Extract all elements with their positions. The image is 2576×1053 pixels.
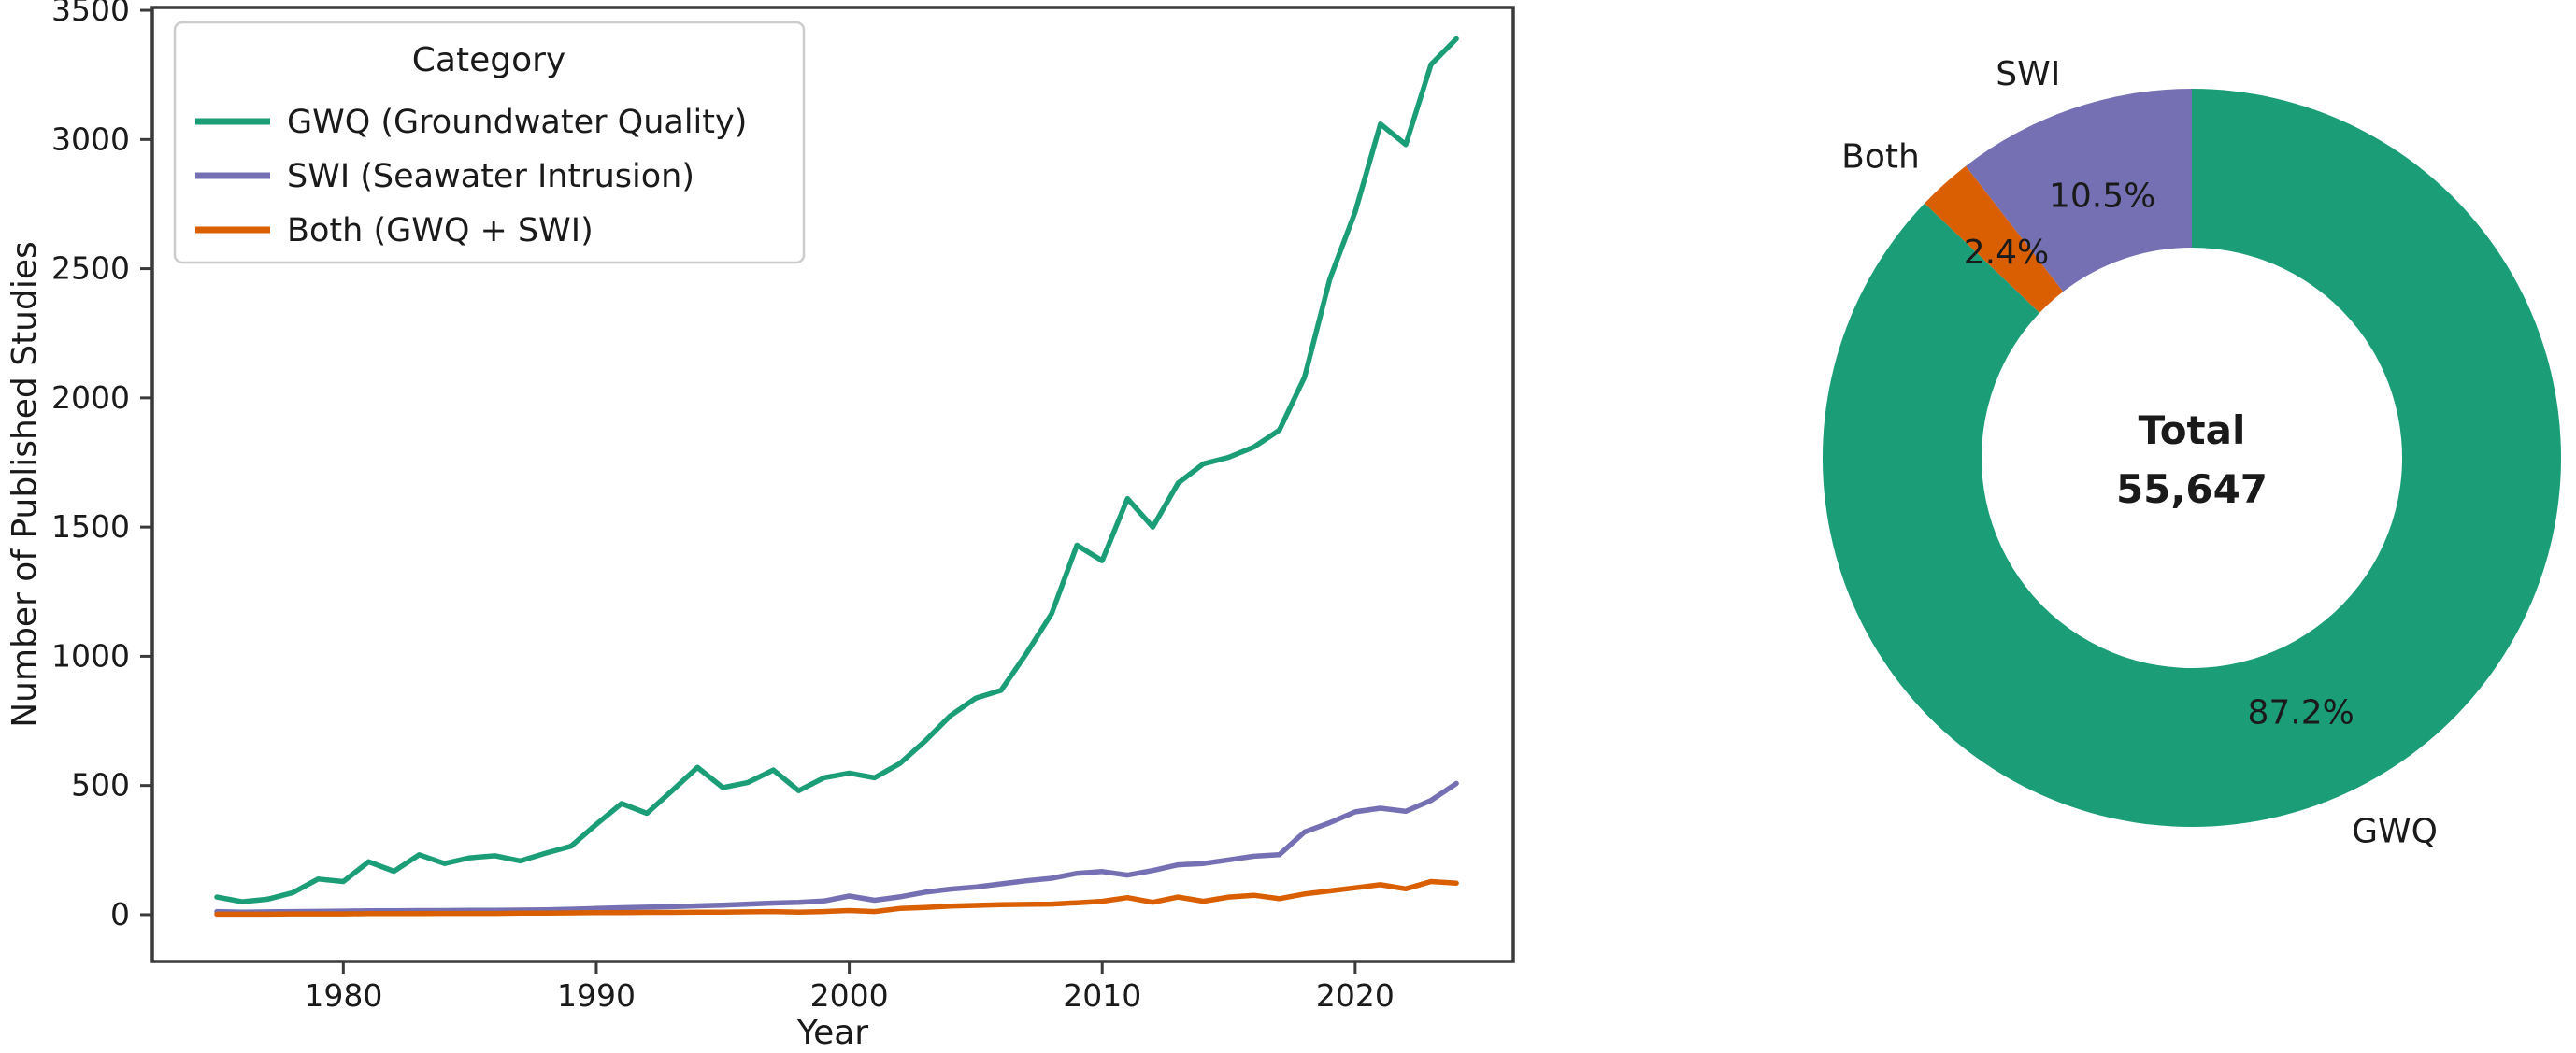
slice-pct-label-swi: 10.5% [2049, 178, 2155, 216]
legend-label-gwq: GWQ (Groundwater Quality) [287, 104, 747, 141]
series-line-both [214, 878, 1459, 918]
donut-slice-gwq [1822, 89, 2561, 828]
x-tick-label: 2020 [1316, 977, 1395, 1014]
legend-label-swi: SWI (Seawater Intrusion) [287, 158, 694, 195]
y-tick-label: 3500 [51, 0, 130, 28]
y-tick-label: 0 [110, 896, 130, 932]
plot-frame [150, 6, 1515, 963]
line-chart-panel: 1980 1990 2000 2010 2020 0 500 1000 1500 2000 2500… [6, 0, 1515, 1052]
donut-center-value: 55,647 [2116, 466, 2268, 512]
legend-box [173, 21, 806, 264]
legend-title: Category [412, 41, 565, 79]
slice-name-label-gwq: GWQ [2352, 812, 2438, 850]
y-tick-label: 2500 [51, 250, 130, 287]
y-tick-label: 1000 [51, 637, 130, 674]
y-tick-label: 3000 [51, 121, 130, 157]
y-tick-label: 2000 [51, 379, 130, 416]
y-axis-label: Number of Published Studies [6, 241, 44, 728]
slice-name-label-both: Both [1841, 138, 1920, 177]
x-tick-label: 1990 [557, 977, 636, 1014]
series-line-swi [214, 780, 1459, 915]
donut-slice-both [1924, 165, 2064, 313]
slice-pct-label-both: 2.4% [1964, 234, 2049, 272]
series-line-gwq [214, 36, 1459, 904]
donut-center-title: Total [2139, 407, 2246, 453]
donut-slice-swi [1966, 89, 2192, 292]
x-tick-label: 2000 [810, 977, 889, 1014]
x-tick-label: 1980 [304, 977, 382, 1014]
slice-name-label-swi: SWI [1996, 55, 2060, 93]
x-axis-label: Year [796, 1014, 868, 1052]
legend-label-both: Both (GWQ + SWI) [287, 212, 594, 249]
x-tick-label: 2010 [1063, 977, 1141, 1014]
slice-pct-label-gwq: 87.2% [2248, 693, 2354, 732]
y-tick-label: 1500 [51, 508, 130, 545]
donut-chart-panel: 10.5% SWI 2.4% Both 87.2% GWQ Total 55,647 [1822, 55, 2561, 850]
y-tick-label: 500 [71, 767, 130, 804]
